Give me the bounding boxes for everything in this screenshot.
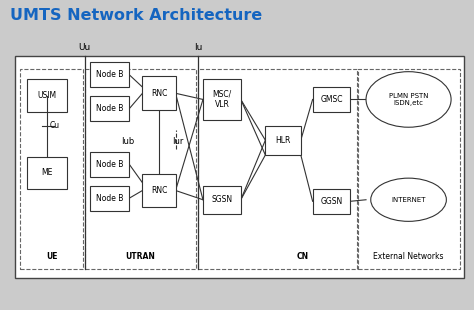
Text: GGSN: GGSN (320, 197, 343, 206)
FancyBboxPatch shape (143, 174, 175, 207)
Text: Uu: Uu (79, 42, 91, 52)
FancyBboxPatch shape (203, 186, 241, 214)
Text: Cu: Cu (49, 122, 60, 131)
Text: Node B: Node B (96, 160, 124, 169)
FancyBboxPatch shape (91, 186, 129, 210)
FancyBboxPatch shape (15, 56, 464, 278)
Text: UE: UE (46, 252, 57, 261)
FancyBboxPatch shape (27, 157, 67, 189)
FancyBboxPatch shape (313, 87, 350, 112)
Text: HLR: HLR (275, 136, 291, 145)
Text: Iu: Iu (194, 42, 202, 52)
Text: Node B: Node B (96, 70, 124, 79)
Text: GMSC: GMSC (320, 95, 343, 104)
Text: USIM: USIM (37, 91, 56, 100)
Text: ME: ME (41, 168, 53, 177)
FancyBboxPatch shape (91, 62, 129, 87)
Ellipse shape (366, 72, 451, 127)
Text: INTERNET: INTERNET (392, 197, 426, 203)
Text: UMTS Network Architecture: UMTS Network Architecture (10, 8, 263, 24)
Text: CN: CN (297, 252, 309, 261)
Text: SGSN: SGSN (211, 195, 232, 204)
Text: Iur: Iur (172, 137, 183, 146)
Text: UTRAN: UTRAN (125, 252, 155, 261)
Text: MSC/
VLR: MSC/ VLR (212, 90, 231, 109)
Text: RNC: RNC (151, 186, 167, 195)
FancyBboxPatch shape (27, 79, 67, 112)
Text: Node B: Node B (96, 194, 124, 203)
Text: External Networks: External Networks (374, 252, 444, 261)
Text: RNC: RNC (151, 89, 167, 98)
FancyBboxPatch shape (313, 189, 350, 214)
FancyBboxPatch shape (265, 126, 301, 155)
Text: Iub: Iub (121, 137, 134, 146)
FancyBboxPatch shape (203, 79, 241, 120)
Ellipse shape (371, 178, 447, 221)
FancyBboxPatch shape (143, 76, 175, 110)
FancyBboxPatch shape (91, 96, 129, 121)
Text: Node B: Node B (96, 104, 124, 113)
FancyBboxPatch shape (91, 152, 129, 177)
Text: PLMN PSTN
ISDN,etc: PLMN PSTN ISDN,etc (389, 93, 428, 106)
